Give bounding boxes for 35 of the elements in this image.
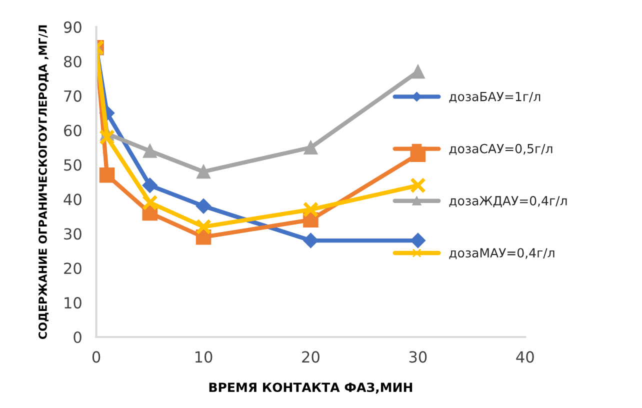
point — [142, 194, 158, 211]
y-tick-label: 30 — [64, 228, 82, 240]
y-tick-label: 60 — [64, 124, 82, 136]
point — [303, 232, 318, 248]
y-axis-title: СОДЕРЖАНИЕ ОГРАНИЧЕСКОГОУГЛЕРОДА ,МГ/Л — [38, 25, 49, 340]
x-tick-label: 30 — [409, 351, 427, 363]
point — [99, 167, 115, 183]
x-tick-label: 40 — [516, 351, 534, 363]
x-tick-label: 10 — [195, 351, 212, 363]
y-tick-label: 70 — [64, 90, 82, 102]
legend-label: дозаСАУ=0,5г/л — [449, 144, 552, 155]
point — [410, 177, 426, 194]
y-tick-label: 0 — [74, 331, 82, 344]
point — [410, 232, 426, 248]
point — [142, 144, 157, 158]
y-tick-label: 90 — [64, 21, 82, 33]
y-tick-label: 10 — [64, 297, 82, 309]
point — [410, 64, 425, 79]
point — [196, 218, 212, 235]
legend-label: дозаМАУ=0,4г/л — [449, 248, 554, 260]
y-tick-label: 50 — [64, 159, 82, 171]
point — [142, 178, 158, 193]
point — [196, 164, 210, 179]
point — [302, 202, 319, 218]
y-tick-label: 40 — [64, 194, 82, 206]
y-tick-label: 80 — [64, 56, 82, 68]
legend-label: дозаБАУ=1г/л — [449, 92, 540, 103]
point — [304, 140, 318, 154]
point — [99, 129, 116, 146]
x-axis-title: ВРЕМЯ КОНТАКТА ФАЗ,МИН — [209, 382, 412, 394]
x-tick-label: 20 — [302, 351, 320, 363]
y-tick-label: 20 — [64, 262, 82, 274]
x-tick-label: 0 — [92, 351, 100, 363]
point — [196, 198, 212, 214]
legend-label: дозаЖДАУ=0,4г/л — [449, 196, 567, 208]
